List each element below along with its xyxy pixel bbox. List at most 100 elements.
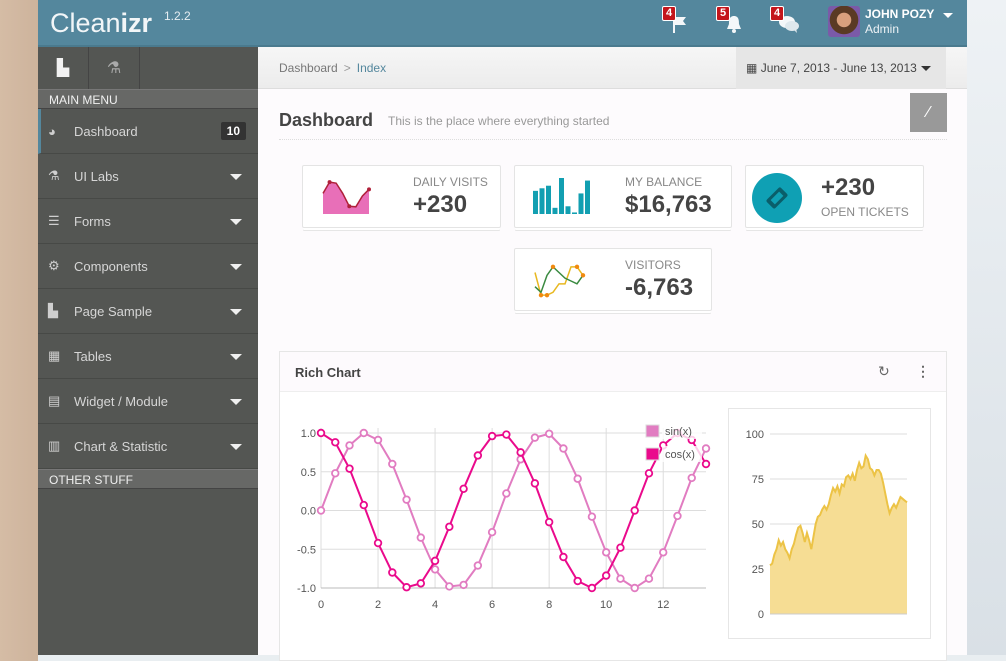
refresh-icon[interactable]: ↻ [878,363,890,379]
desktop-background [967,0,1006,655]
stat-visitors[interactable]: VISITORS -6,763 [514,248,712,311]
data-point [487,431,497,441]
data-point [459,580,468,590]
sidebar-tab-labs[interactable]: ⚗ [89,47,140,89]
spark-point [550,264,556,270]
date-range-picker[interactable]: ▦ June 7, 2013 - June 13, 2013 [736,47,946,89]
bell-notification-button[interactable]: 5 [716,6,748,36]
data-point [416,579,426,588]
breadcrumb-bar: Dashboard > Index ▦ June 7, 2013 - June 13… [258,47,967,89]
sidebar-item-tables[interactable]: ▦ Tables [38,334,258,379]
area-chart: 100 75 50 25 0 [746,429,908,621]
data-point [701,459,711,469]
avatar[interactable] [828,6,860,37]
breadcrumb-index[interactable]: Index [356,61,387,75]
sidebar-item-label: Widget / Module [74,393,168,409]
data-point [559,444,568,453]
user-menu[interactable]: JOHN POZY [865,7,954,21]
sidebar-item-widget-module[interactable]: ▤ Widget / Module [38,379,258,424]
sin-cos-line-chart: 1.0 0.5 0.0 -0.5 -1.00 2 4 6 8 10 12 sin(x) cos(x) [297,423,711,611]
magic-wand-icon: ⁄ [927,104,930,121]
spark-bar [572,212,577,214]
legend-swatch [645,424,660,438]
sidebar-item-components[interactable]: ⚙ Components [38,244,258,289]
chevron-down-icon [230,444,242,450]
customize-button[interactable]: ⁄ [910,93,947,132]
sidebar-item-forms[interactable]: ☰ Forms [38,199,258,244]
chat-notification-button[interactable]: 4 [770,6,802,36]
x-tick-label: 2 [375,599,381,611]
stat-value: +230 [413,191,468,218]
series-line-1 [320,431,707,590]
data-point [459,484,468,493]
stat-daily-visits[interactable]: DAILY VISITS +230 [302,165,501,228]
data-point [388,568,397,577]
spark-point [347,204,352,209]
breadcrumb-dashboard[interactable]: Dashboard [279,61,338,75]
y-tick-label: 100 [746,429,764,441]
notification-badge: 5 [716,6,731,21]
sidebar: ▙ ⚗ MAIN MENU ◕ Dashboard 10 ⚗ UI Labs ☰ For… [38,47,258,655]
sidebar-item-label: UI Labs [74,168,119,184]
data-point [445,522,454,531]
sidebar-item-label: Forms [74,213,111,229]
sidebar-item-ui-labs[interactable]: ⚗ UI Labs [38,154,258,199]
dashboard-icon: ◕ [48,123,56,139]
main-content: Dashboard > Index ▦ June 7, 2013 - June 13… [258,47,967,661]
spark-point [538,292,544,298]
data-point [530,433,540,442]
data-point [487,527,497,537]
more-icon[interactable]: ⋮ [916,363,930,379]
date-range-value: June 7, 2013 - June 13, 2013 [760,61,917,75]
data-point [430,565,440,574]
data-point [544,429,554,438]
data-point [659,548,668,557]
notification-badge: 4 [770,6,785,21]
data-point [316,428,326,438]
x-tick-label: 4 [432,599,438,611]
flag-notification-button[interactable]: 4 [662,6,694,36]
sidebar-item-dashboard[interactable]: ◕ Dashboard 10 [38,109,258,154]
spark-bar [546,185,551,214]
sidebar-item-chart-statistic[interactable]: ▥ Chart & Statistic [38,424,258,469]
data-point [601,548,611,557]
data-point [331,438,340,447]
data-point [573,474,582,483]
y-tick-label: 0.5 [301,467,316,479]
y-tick-label: 25 [752,564,764,576]
spark-point [574,264,580,270]
legend-label: cos(x) [665,449,695,461]
file-icon: ▙ [48,303,58,318]
stat-value: +230 [821,174,876,201]
data-point [345,464,354,473]
y-tick-label: -1.0 [297,583,316,595]
notification-badge: 4 [662,6,677,21]
top-navbar: Cleanizr 1.2.2 4 5 4 JOHN POZY Admin [38,0,967,47]
y-tick-label: 50 [752,519,764,531]
data-point [616,543,625,552]
flask-icon: ⚗ [48,168,60,183]
legend-bg [662,446,702,462]
y-tick-label: 0 [758,609,764,621]
calendar-icon: ▦ [746,61,758,75]
spark-bar [578,193,584,214]
data-point [687,473,696,483]
spark-line-green [534,265,584,294]
brand-logo[interactable]: Cleanizr [50,7,152,39]
sidebar-item-page-sample[interactable]: ▙ Page Sample [38,289,258,334]
brand-light: Clean [50,8,121,38]
stat-open-tickets[interactable]: +230 OPEN TICKETS [745,165,924,228]
stat-my-balance[interactable]: MY BALANCE $16,763 [514,165,732,228]
spark-bar [585,180,590,214]
spark-bar [565,206,571,214]
data-point [601,571,611,580]
area-line [769,452,908,567]
bar-chart-icon: ▥ [48,438,61,453]
stat-label: OPEN TICKETS [821,205,909,219]
y-tick-label: -0.5 [297,544,316,556]
legend-bg [662,423,702,439]
sidebar-item-label: Chart & Statistic [74,438,168,454]
chevron-down-icon [230,264,242,270]
data-point [616,574,625,583]
sidebar-tab-pages[interactable]: ▙ [38,47,89,89]
